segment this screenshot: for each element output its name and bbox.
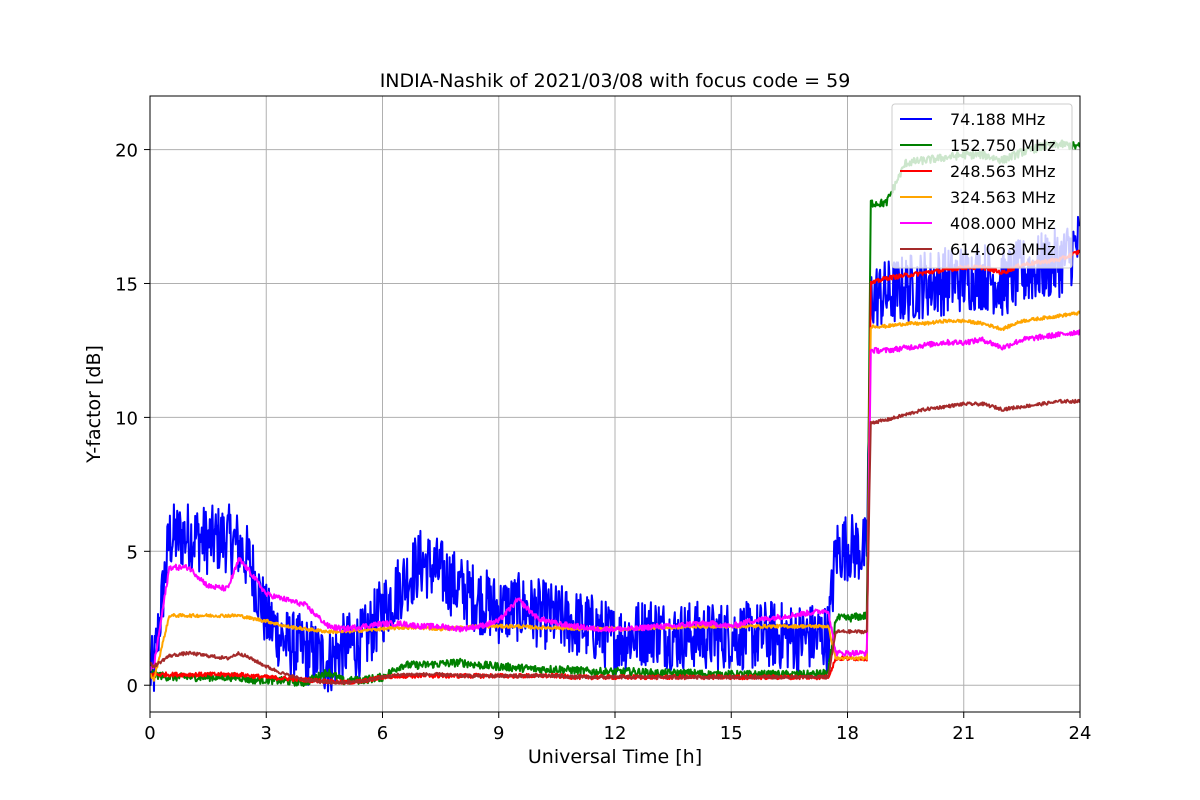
x-tick-label: 15	[720, 723, 743, 744]
y-tick-label: 15	[115, 274, 138, 295]
series-line	[150, 329, 1080, 672]
legend-entry: 248.563 MHz	[950, 162, 1055, 181]
legend-box	[891, 103, 1073, 269]
legend-entry: 324.563 MHz	[950, 188, 1055, 207]
x-tick-label: 18	[836, 723, 859, 744]
axis-ticks: 0 3 6 9 12 15 18 21 24 0 5 10 15 20	[115, 141, 1091, 744]
legend-entry: 614.063 MHz	[950, 240, 1055, 259]
x-tick-label: 12	[604, 723, 627, 744]
y-tick-label: 0	[127, 676, 138, 697]
series-line	[150, 398, 1080, 685]
legend-entry: 408.000 MHz	[950, 214, 1055, 233]
x-tick-label: 6	[377, 723, 388, 744]
y-tick-label: 20	[115, 141, 138, 162]
chart-title: INDIA-Nashik of 2021/03/08 with focus co…	[380, 70, 851, 92]
y-axis-label: Y-factor [dB]	[83, 345, 105, 464]
legend: 74.188 MHz 152.750 MHz 248.563 MHz 324.563 …	[891, 103, 1073, 269]
legend-entry: 152.750 MHz	[950, 136, 1055, 155]
series-line	[150, 310, 1080, 682]
x-axis-label: Universal Time [h]	[528, 746, 702, 768]
x-tick-label: 3	[261, 723, 272, 744]
legend-entry: 74.188 MHz	[950, 110, 1045, 129]
y-tick-label: 10	[115, 408, 138, 429]
y-tick-label: 5	[127, 542, 138, 563]
x-tick-label: 9	[493, 723, 504, 744]
x-tick-label: 24	[1069, 723, 1092, 744]
x-tick-label: 21	[952, 723, 975, 744]
x-tick-label: 0	[144, 723, 155, 744]
